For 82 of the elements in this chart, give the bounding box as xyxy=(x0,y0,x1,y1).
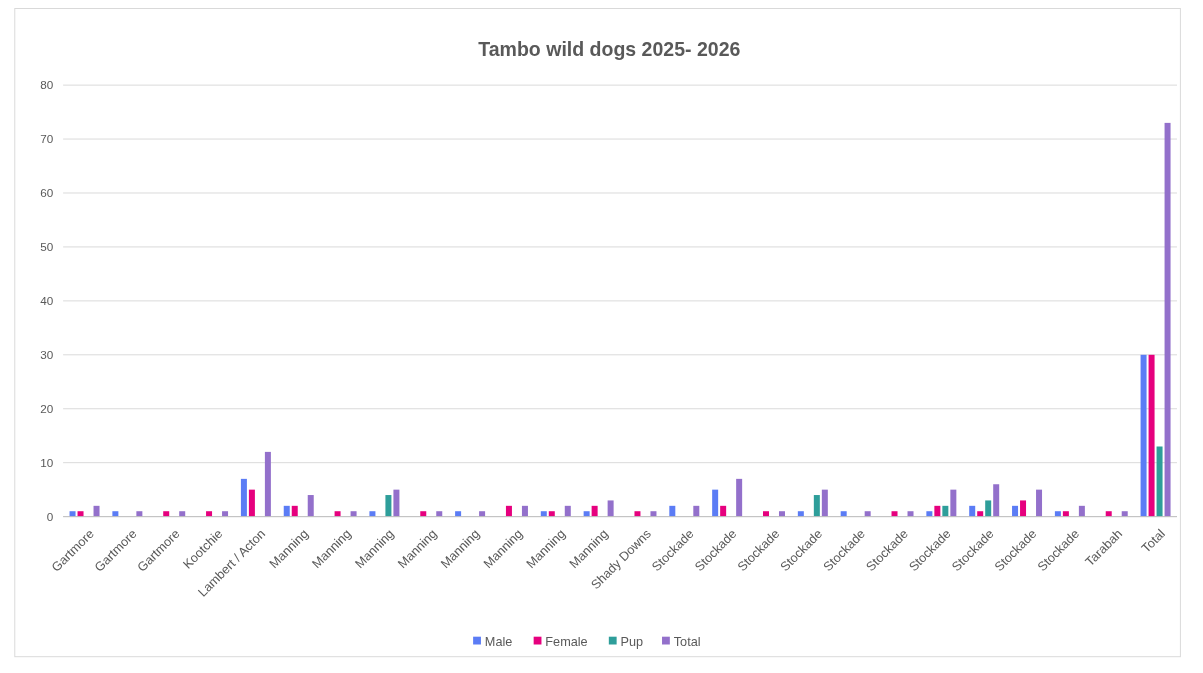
legend-label: Pup xyxy=(620,635,644,650)
bar xyxy=(1036,489,1043,517)
bar xyxy=(985,500,992,517)
bar xyxy=(420,511,427,517)
bar xyxy=(1140,354,1147,517)
bar xyxy=(907,511,914,517)
bar xyxy=(1164,122,1171,517)
bar xyxy=(942,505,949,517)
bar xyxy=(778,511,785,517)
bar xyxy=(1156,446,1163,517)
bar xyxy=(136,511,143,517)
bar xyxy=(712,489,719,517)
bar xyxy=(436,511,443,517)
legend-label: Female xyxy=(545,635,588,650)
bar xyxy=(1105,511,1112,517)
bar xyxy=(1121,511,1128,517)
bar xyxy=(291,505,298,517)
bar xyxy=(669,505,676,517)
bar xyxy=(634,511,641,517)
bar xyxy=(163,511,170,517)
y-tick-label: 50 xyxy=(40,240,54,254)
bar xyxy=(334,511,341,517)
bar xyxy=(540,511,547,517)
bar xyxy=(93,505,100,517)
bar xyxy=(479,511,486,517)
y-tick-label: 60 xyxy=(40,186,54,200)
bar xyxy=(307,495,314,517)
bar xyxy=(693,505,700,517)
bar xyxy=(206,511,213,517)
bar xyxy=(583,511,590,517)
bar xyxy=(1148,354,1155,517)
bar xyxy=(891,511,898,517)
bar xyxy=(993,484,1000,517)
bar xyxy=(69,511,76,517)
bar xyxy=(950,489,957,517)
bar xyxy=(934,505,941,517)
bar xyxy=(926,511,933,517)
bar xyxy=(112,511,119,517)
y-tick-label: 10 xyxy=(40,455,54,469)
bar xyxy=(864,511,871,517)
bar xyxy=(564,505,571,517)
bar xyxy=(385,495,392,517)
bar xyxy=(821,489,828,517)
bar xyxy=(736,478,743,517)
chart-title: Tambo wild dogs 2025- 2026 xyxy=(478,37,741,60)
bar xyxy=(1062,511,1069,517)
y-tick-label: 80 xyxy=(40,78,54,92)
y-tick-label: 0 xyxy=(46,509,54,523)
bar xyxy=(350,511,357,517)
bar xyxy=(222,511,229,517)
bar xyxy=(505,505,512,517)
bar xyxy=(369,511,376,517)
bar xyxy=(1012,505,1019,517)
bar xyxy=(797,511,804,517)
y-tick-label: 30 xyxy=(40,347,54,361)
bar xyxy=(393,489,400,517)
bar xyxy=(650,511,657,517)
bar xyxy=(840,511,847,517)
bar xyxy=(179,511,186,517)
bar xyxy=(1054,511,1061,517)
y-tick-label: 20 xyxy=(40,401,54,415)
bar xyxy=(969,505,976,517)
bar xyxy=(977,511,984,517)
bar xyxy=(264,451,271,517)
bar xyxy=(455,511,462,517)
bar xyxy=(763,511,769,517)
y-tick-label: 40 xyxy=(40,293,54,307)
bar xyxy=(521,505,528,517)
bar xyxy=(1020,500,1027,517)
y-tick-label: 70 xyxy=(40,132,54,146)
bar xyxy=(248,489,255,517)
legend-label: Total xyxy=(673,635,701,650)
bar xyxy=(548,511,555,517)
bar xyxy=(240,478,247,517)
bar xyxy=(77,511,84,517)
bar xyxy=(720,505,727,517)
legend-label: Male xyxy=(484,635,513,650)
bar xyxy=(607,500,614,517)
bar xyxy=(591,505,598,517)
bar xyxy=(283,505,290,517)
bar xyxy=(813,495,820,517)
bar xyxy=(1078,505,1085,517)
